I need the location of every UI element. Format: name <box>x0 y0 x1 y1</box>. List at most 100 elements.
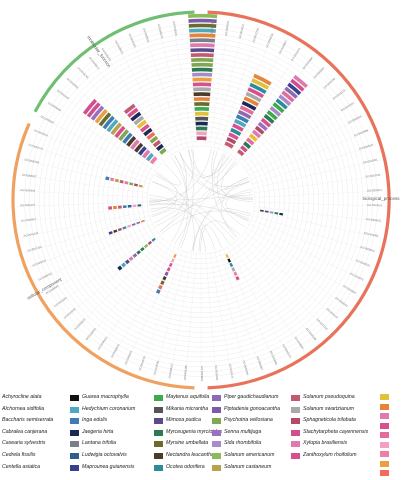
species-bar <box>146 131 156 140</box>
species-bar <box>113 205 117 210</box>
go-term-label: GO:0044238 <box>23 231 39 238</box>
term-link <box>191 148 229 177</box>
spoke <box>252 144 377 184</box>
legend-species: Zanthoxylum rhoifolium <box>303 452 357 458</box>
go-term-label: GO:0043229 <box>157 23 165 39</box>
species-bar <box>90 105 105 121</box>
spoke <box>87 55 168 158</box>
legend-species: Senna multijuga <box>224 428 262 435</box>
legend-species: Sphagneticola trilobata <box>303 417 356 424</box>
species-bar <box>239 105 254 115</box>
legend-species: Nectandra leucantha <box>166 452 214 458</box>
go-term-label: GO:0043167 <box>359 142 375 150</box>
legend-swatch <box>380 470 389 476</box>
species-bar <box>134 142 144 153</box>
species-bar <box>233 271 238 277</box>
term-link <box>192 181 250 252</box>
go-term-label: GO:0043229 <box>355 258 371 267</box>
spoke <box>29 219 151 268</box>
species-bar <box>269 106 282 117</box>
spoke <box>254 174 384 193</box>
species-legend: Achyrocline alata Alchornea sidifolia Bacc… <box>0 392 401 480</box>
species-bar <box>269 211 274 214</box>
species-bar <box>275 98 288 110</box>
species-bar <box>287 82 302 96</box>
spoke <box>253 159 381 189</box>
species-bar <box>138 184 143 188</box>
spoke <box>84 241 168 343</box>
go-term-label: GO:0008152 <box>38 271 54 281</box>
legend-swatch <box>291 429 300 436</box>
species-bar <box>191 67 213 72</box>
go-term-label: GO:0003674 <box>123 350 133 366</box>
go-term-label: GO:0050896 <box>20 188 36 193</box>
species-bar <box>229 262 234 268</box>
go-term-label: GO:0044238 <box>265 32 275 48</box>
legend-species: Alchornea sidifolia <box>2 405 45 412</box>
legend-swatch <box>70 418 79 425</box>
legend-swatch <box>154 453 163 459</box>
spoke <box>24 215 150 253</box>
go-term-label: GO:0071704 <box>316 317 330 331</box>
spoke <box>237 65 327 161</box>
species-bar <box>149 135 159 144</box>
go-term-label: GO:0050789 <box>242 360 250 376</box>
legend-swatch <box>154 464 163 471</box>
spoke <box>253 210 382 238</box>
species-bar <box>251 78 270 90</box>
species-bar <box>190 53 214 58</box>
spoke <box>244 231 350 309</box>
term-link <box>148 172 178 203</box>
species-bar <box>108 206 113 210</box>
term-link <box>152 181 235 241</box>
species-bars <box>82 13 308 294</box>
ring <box>137 136 265 264</box>
spoke <box>185 253 197 384</box>
term-link <box>198 224 223 253</box>
species-bar <box>123 103 136 115</box>
species-bar <box>264 210 269 213</box>
spoke <box>113 38 176 153</box>
species-bar <box>122 226 127 230</box>
species-bar <box>119 179 124 184</box>
species-bar <box>108 231 113 235</box>
species-bar <box>158 284 163 290</box>
category-arc <box>11 122 195 390</box>
spoke <box>124 249 179 368</box>
go-term-label: GO:0050896 <box>269 350 279 366</box>
go-term-label: GO:0032502 <box>33 128 49 138</box>
species-bar <box>105 176 110 181</box>
spoke <box>20 210 149 238</box>
species-bar <box>170 258 175 263</box>
species-bar <box>149 156 158 165</box>
spoke <box>169 253 192 382</box>
go-term-label: GO:0005575 <box>101 47 113 62</box>
go-term-label: GO:0044464 <box>363 231 379 238</box>
species-bar <box>132 253 138 258</box>
species-bar <box>237 149 245 157</box>
species-bar <box>189 33 216 38</box>
legend-species: Solanum americanum <box>224 452 275 458</box>
go-term-label: GO:0043170 <box>290 47 302 62</box>
spoke <box>157 21 189 148</box>
spoke <box>30 129 152 180</box>
species-bar <box>226 136 237 145</box>
spoke <box>250 129 372 180</box>
species-bar <box>159 147 167 155</box>
go-term-label: GO:0044237 <box>32 258 48 267</box>
legend-swatch <box>154 406 163 413</box>
species-bar <box>228 132 239 141</box>
species-bar <box>227 258 232 263</box>
go-term-label: GO:0032502 <box>340 101 355 113</box>
spoke <box>227 247 292 361</box>
species-bar <box>188 13 218 19</box>
concentric-rings <box>24 23 378 377</box>
spoke <box>172 18 193 147</box>
species-bar <box>225 253 229 259</box>
legend-swatch <box>212 441 221 448</box>
go-term-label: GO:0006807 <box>277 39 288 54</box>
term-link <box>159 152 187 232</box>
go-term-label: GO:0043167 <box>167 363 174 379</box>
go-term-label: GO:0003824 <box>200 366 204 381</box>
species-bar <box>121 262 127 268</box>
